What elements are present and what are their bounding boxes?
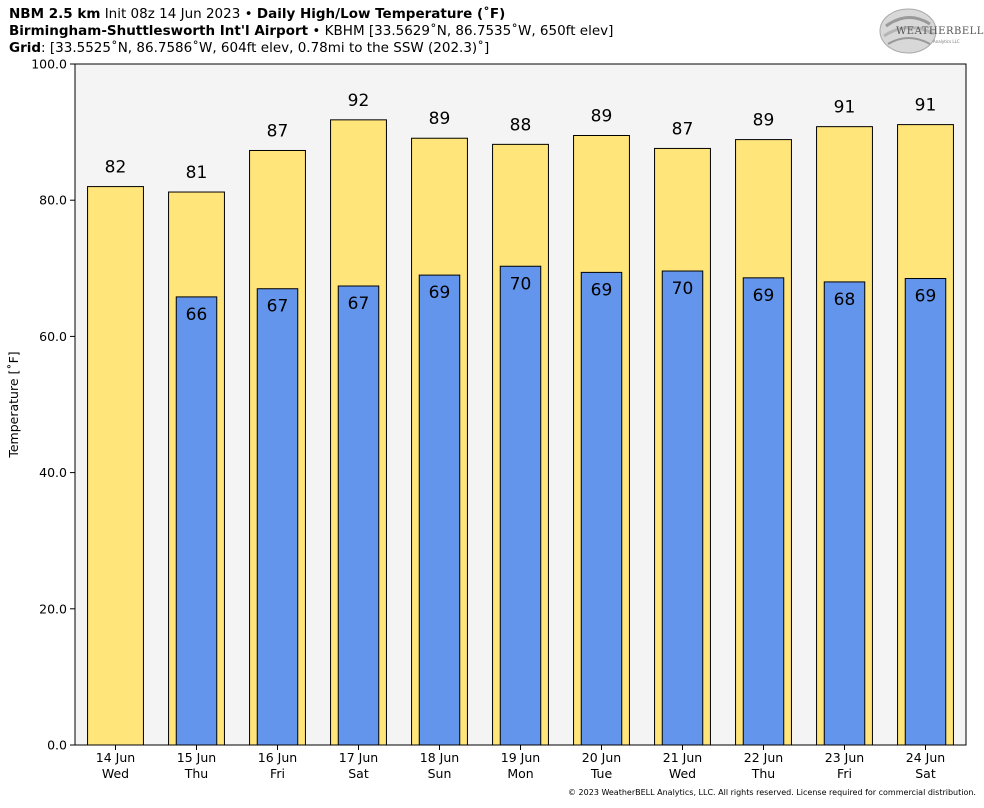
low-bar <box>499 265 542 746</box>
separator: • <box>312 23 321 39</box>
x-tick-date: 16 Jun <box>258 750 297 765</box>
high-value-label: 91 <box>915 96 937 116</box>
low-value-label: 67 <box>348 294 370 314</box>
low-value-label: 69 <box>591 280 613 300</box>
low-value-label: 70 <box>510 274 532 294</box>
x-tick-day: Wed <box>669 766 696 781</box>
high-value-label: 87 <box>267 121 289 141</box>
x-tick-date: 17 Jun <box>339 750 378 765</box>
low-bar <box>418 274 461 746</box>
x-tick-date: 20 Jun <box>582 750 621 765</box>
low-bar <box>904 278 947 746</box>
x-tick-date: 18 Jun <box>420 750 459 765</box>
low-value-label: 66 <box>186 305 208 325</box>
high-value-label: 89 <box>429 109 451 129</box>
low-value-label: 70 <box>672 279 694 299</box>
grid-label: Grid <box>9 40 42 56</box>
model-name: NBM 2.5 km <box>9 6 101 22</box>
copyright-notice: © 2023 WeatherBELL Analytics, LLC. All r… <box>568 788 976 797</box>
low-value-label: 69 <box>915 287 937 307</box>
x-tick-day: Tue <box>590 766 613 781</box>
grid-details: : [33.5525˚N, 86.7586˚W, 604ft elev, 0.7… <box>41 40 490 56</box>
init-time: Init 08z 14 Jun 2023 <box>104 6 241 22</box>
logo-swirl-icon <box>879 8 937 54</box>
low-bar <box>256 288 299 746</box>
x-tick-day: Wed <box>102 766 129 781</box>
station-details: KBHM [33.5629˚N, 86.7535˚W, 650ft elev] <box>324 23 614 39</box>
x-tick-day: Mon <box>507 766 533 781</box>
x-tick-day: Thu <box>184 766 208 781</box>
weatherbell-logo: WEATHERBELL Analytics LLC <box>878 6 983 56</box>
header-line-1: NBM 2.5 km Init 08z 14 Jun 2023 • Daily … <box>9 6 505 23</box>
high-value-label: 87 <box>672 119 694 139</box>
x-tick-day: Thu <box>751 766 775 781</box>
x-tick-day: Sun <box>428 766 452 781</box>
x-tick-day: Fri <box>270 766 285 781</box>
station-name: Birmingham-Shuttlesworth Int'l Airport <box>9 23 309 39</box>
low-value-label: 67 <box>267 297 289 317</box>
x-tick-date: 14 Jun <box>96 750 135 765</box>
product-name: Daily High/Low Temperature (˚F) <box>256 6 506 22</box>
y-tick-label: 0.0 <box>47 738 67 753</box>
x-tick-date: 22 Jun <box>744 750 783 765</box>
low-value-label: 69 <box>429 283 451 303</box>
separator: • <box>244 6 253 22</box>
x-tick-date: 21 Jun <box>663 750 702 765</box>
x-tick-date: 23 Jun <box>825 750 864 765</box>
high-value-label: 91 <box>834 98 856 118</box>
y-tick-label: 80.0 <box>39 193 67 208</box>
high-value-label: 81 <box>186 163 208 183</box>
high-value-label: 89 <box>753 111 775 131</box>
high-value-label: 82 <box>105 158 127 178</box>
y-axis-label: Temperature [˚F] <box>6 351 21 458</box>
header-line-2: Birmingham-Shuttlesworth Int'l Airport •… <box>9 23 613 40</box>
x-tick-date: 19 Jun <box>501 750 540 765</box>
low-bar <box>337 285 380 746</box>
x-tick-day: Sat <box>915 766 936 781</box>
x-tick-date: 15 Jun <box>177 750 216 765</box>
x-tick-date: 24 Jun <box>906 750 945 765</box>
value-labels: 82 81 66 87 67 92 67 89 69 88 70 89 69 87 70 89 69 91 68 91… <box>105 91 937 325</box>
high-value-label: 88 <box>510 115 532 135</box>
y-tick-label: 100.0 <box>31 57 67 72</box>
low-bar <box>175 296 218 746</box>
high-value-label: 89 <box>591 107 613 127</box>
low-value-label: 69 <box>753 286 775 306</box>
header-line-3: Grid: [33.5525˚N, 86.7586˚W, 604ft elev,… <box>9 40 489 57</box>
x-tick-day: Fri <box>837 766 852 781</box>
y-tick-label: 20.0 <box>39 601 67 616</box>
low-bar <box>823 281 866 746</box>
low-bar <box>661 270 704 746</box>
high-bar <box>87 186 144 746</box>
low-value-label: 68 <box>834 290 856 310</box>
low-bars <box>175 265 947 746</box>
y-axis: 0.0 20.0 40.0 60.0 80.0 100.0 <box>31 57 75 753</box>
high-value-label: 92 <box>348 91 370 111</box>
low-bar <box>742 277 785 746</box>
logo-text: WEATHERBELL <box>896 26 984 37</box>
y-tick-label: 40.0 <box>39 465 67 480</box>
low-bar <box>580 271 623 746</box>
x-tick-day: Sat <box>348 766 369 781</box>
y-tick-label: 60.0 <box>39 329 67 344</box>
logo-subtext: Analytics LLC <box>933 39 960 44</box>
